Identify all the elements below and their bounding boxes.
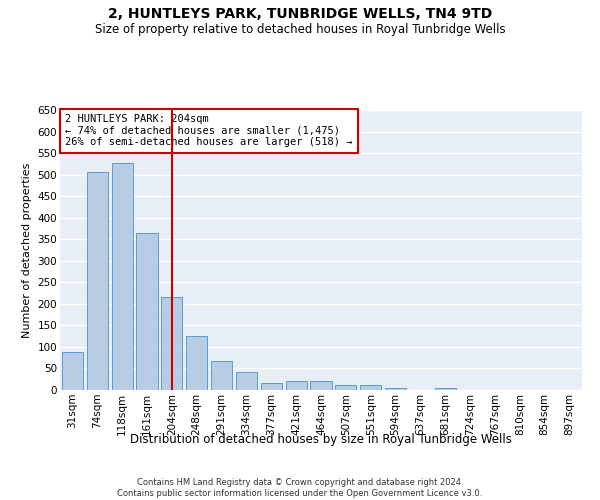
Bar xyxy=(161,298,182,390)
Bar xyxy=(62,352,83,390)
Y-axis label: Number of detached properties: Number of detached properties xyxy=(22,162,32,338)
Bar xyxy=(236,372,257,390)
Bar xyxy=(385,388,406,390)
Bar xyxy=(335,385,356,390)
Bar xyxy=(435,388,456,390)
Text: 2, HUNTLEYS PARK, TUNBRIDGE WELLS, TN4 9TD: 2, HUNTLEYS PARK, TUNBRIDGE WELLS, TN4 9… xyxy=(108,8,492,22)
Bar xyxy=(87,172,108,390)
Bar xyxy=(286,382,307,390)
Text: 2 HUNTLEYS PARK: 204sqm
← 74% of detached houses are smaller (1,475)
26% of semi: 2 HUNTLEYS PARK: 204sqm ← 74% of detache… xyxy=(65,114,353,148)
Bar xyxy=(211,360,232,390)
Text: Distribution of detached houses by size in Royal Tunbridge Wells: Distribution of detached houses by size … xyxy=(130,432,512,446)
Bar xyxy=(360,385,381,390)
Bar xyxy=(186,336,207,390)
Bar xyxy=(310,382,332,390)
Bar xyxy=(112,162,133,390)
Bar xyxy=(136,233,158,390)
Text: Size of property relative to detached houses in Royal Tunbridge Wells: Size of property relative to detached ho… xyxy=(95,22,505,36)
Bar xyxy=(261,382,282,390)
Text: Contains HM Land Registry data © Crown copyright and database right 2024.
Contai: Contains HM Land Registry data © Crown c… xyxy=(118,478,482,498)
